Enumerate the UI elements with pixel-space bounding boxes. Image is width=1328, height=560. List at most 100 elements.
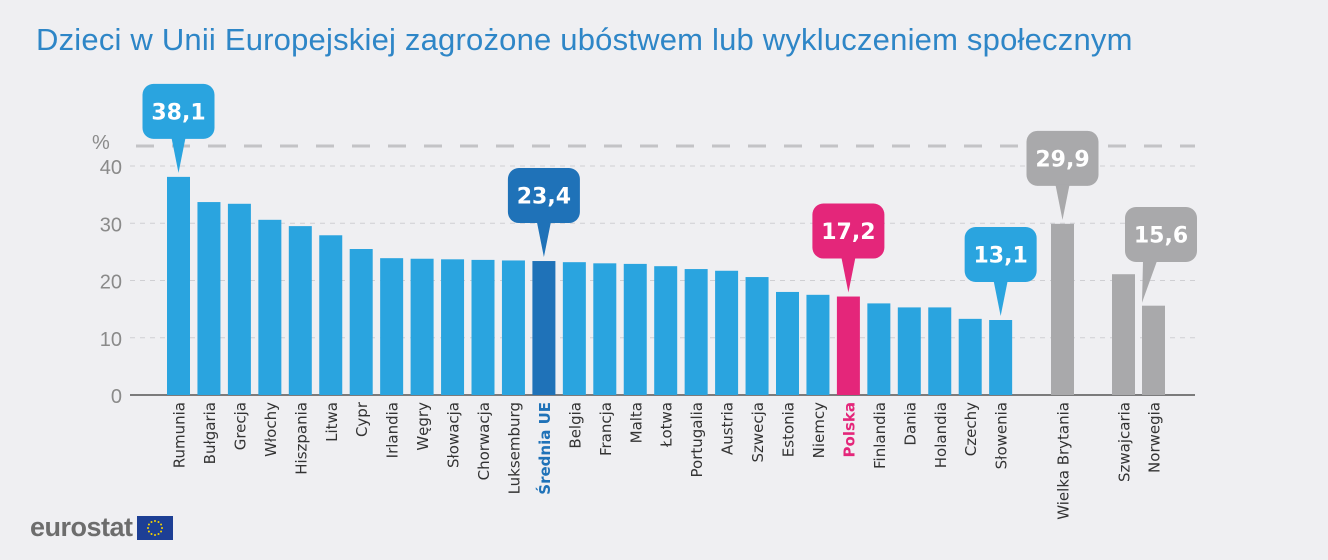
y-tick-label: 40: [100, 157, 122, 179]
bar: [1112, 274, 1135, 395]
x-tick-label: Rumunia: [171, 402, 189, 468]
bar: [867, 303, 891, 395]
flag-star: [160, 526, 163, 529]
x-tick-label: Litwa: [323, 402, 341, 442]
x-tick-label: Czechy: [962, 402, 980, 456]
callout-pointer: [171, 137, 186, 173]
bar: [501, 260, 525, 395]
chart-title: Dzieci w Unii Europejskiej zagrożone ubó…: [36, 22, 1133, 57]
x-tick-label: Holandia: [932, 402, 950, 468]
value-callout: 23,4: [507, 168, 580, 258]
bar: [623, 263, 647, 395]
y-tick-label: 0: [111, 386, 122, 408]
flag-star: [147, 523, 150, 525]
bar: [441, 259, 465, 395]
x-tick-label: Dania: [901, 402, 919, 446]
bar: [776, 291, 799, 395]
x-tick-label: Cypr: [353, 401, 371, 437]
bar: [897, 307, 921, 395]
bar: [197, 202, 221, 395]
value-callout: 29,9: [1026, 130, 1099, 220]
bar: [928, 307, 952, 395]
bar: [167, 176, 190, 395]
callout-pointer: [841, 257, 856, 293]
bar: [288, 226, 312, 395]
x-tick-label: Bułgaria: [201, 402, 219, 464]
bar: [989, 320, 1013, 395]
x-tick-label: Szwajcaria: [1116, 402, 1134, 482]
value-callout: 15,6: [1125, 207, 1197, 303]
callout-box: [964, 227, 1037, 283]
callout-value: 23,4: [517, 185, 571, 210]
x-tick-label: Francja: [597, 402, 615, 456]
flag-star: [147, 530, 150, 532]
bar: [410, 258, 434, 395]
y-tick-label: 20: [100, 272, 122, 294]
x-tick-label: Irlandia: [384, 402, 402, 458]
x-tick-label: Hiszpania: [292, 402, 310, 475]
flag-star: [159, 530, 162, 532]
eurostat-logo: eurostat: [30, 512, 173, 543]
x-tick-label: Chorwacja: [475, 402, 493, 480]
y-axis-unit: %: [92, 132, 110, 154]
bar: [654, 266, 678, 395]
callout-pointer: [1055, 184, 1070, 220]
x-tick-label: Finlandia: [871, 402, 889, 469]
flag-star: [150, 520, 153, 523]
bar: [258, 219, 282, 395]
y-tick-label: 30: [100, 214, 122, 236]
callout-box: [1026, 130, 1099, 186]
bar: [806, 294, 830, 395]
flag-star: [153, 533, 156, 536]
callout-value: 15,6: [1134, 224, 1188, 249]
bar: [684, 269, 708, 395]
x-tick-label: Austria: [719, 402, 737, 455]
eu-flag-icon: [136, 515, 173, 540]
x-tick-label: Norwegia: [1146, 402, 1164, 473]
x-tick-label: Łotwa: [658, 402, 676, 448]
callout-value: 13,1: [974, 244, 1028, 269]
callout-pointer: [536, 222, 551, 258]
x-tick-label: Szwecja: [749, 402, 767, 463]
x-tick-label: Estonia: [780, 402, 798, 457]
callout-pointer: [1142, 261, 1157, 303]
callout-box: [142, 83, 215, 139]
value-callout: 38,1: [142, 83, 215, 173]
flag-star: [159, 523, 162, 525]
bar: [319, 235, 343, 395]
value-callout: 13,1: [964, 227, 1037, 317]
x-tick-label: Słowacja: [445, 402, 463, 468]
bar: [1142, 305, 1165, 395]
x-tick-label: Średnia UE: [535, 402, 554, 495]
bar: [593, 263, 617, 395]
callout-box: [507, 168, 580, 224]
logo-text: eurostat: [30, 512, 133, 542]
x-tick-label: Grecja: [231, 402, 249, 450]
bar: [715, 270, 739, 395]
x-tick-label: Luksemburg: [505, 402, 523, 494]
bar: [836, 296, 860, 395]
bar: [227, 203, 251, 395]
flag-star: [157, 532, 160, 535]
callout-value: 38,1: [151, 100, 205, 125]
flag-star: [146, 526, 149, 529]
x-tick-label: Malta: [627, 402, 645, 443]
bar: [380, 258, 404, 395]
bar: [958, 318, 982, 395]
bar: [745, 277, 769, 395]
bar: [532, 261, 556, 395]
y-tick-label: 10: [100, 329, 122, 351]
callout-pointer: [993, 281, 1008, 317]
callout-box: [1125, 207, 1197, 262]
x-tick-label: Wielka Brytania: [1055, 402, 1073, 520]
bar: [349, 249, 373, 395]
x-tick-label: Polska: [840, 402, 858, 457]
flag-star: [150, 532, 153, 535]
x-tick-label: Węgry: [414, 402, 432, 451]
x-tick-label: Portugalia: [688, 402, 706, 477]
bar: [1051, 223, 1074, 395]
flag-star: [153, 519, 156, 522]
x-tick-label: Słowenia: [993, 402, 1011, 469]
callout-box: [812, 203, 885, 259]
